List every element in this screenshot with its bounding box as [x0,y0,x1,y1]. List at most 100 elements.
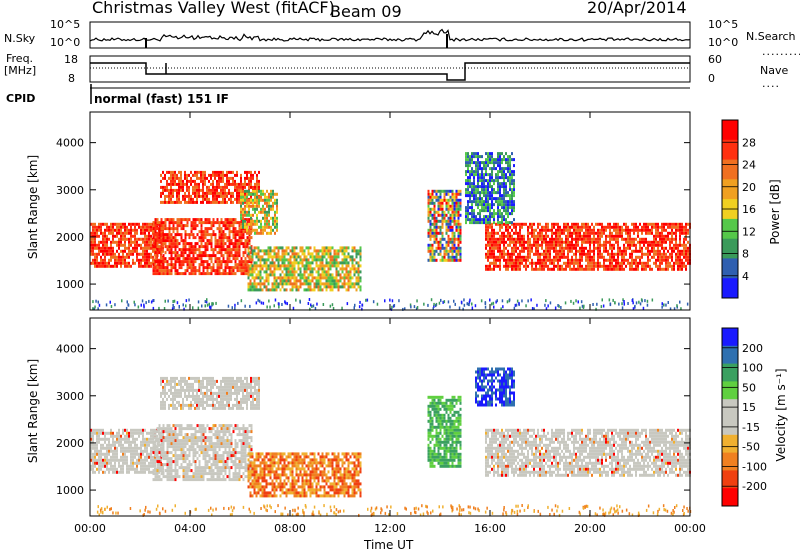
data-cell [599,243,601,247]
data-cell [465,152,467,156]
data-cell [313,258,316,262]
data-cell [94,228,96,232]
data-cell [465,206,467,210]
data-cell [333,255,336,259]
data-cell [90,261,92,265]
data-cell [281,279,284,283]
data-cell [665,267,667,271]
data-cell [204,191,206,195]
data-cell [154,257,157,261]
data-cell [158,230,161,234]
data-cell [190,176,192,180]
data-cell [116,458,118,462]
data-cell [467,191,469,195]
data-cell [485,264,487,268]
data-cell [285,264,288,268]
data-cell [202,179,204,183]
data-cell [583,222,585,226]
data-cell [589,237,591,241]
data-cell [112,228,114,232]
data-cell [158,227,161,231]
data-cell [677,222,679,226]
data-cell [258,182,260,186]
data-cell [198,221,201,225]
data-cell [96,258,98,262]
data-cell [130,225,132,229]
data-cell [277,252,280,256]
data-cell [617,234,619,238]
noise-cell [192,306,194,310]
data-cell [287,279,290,283]
data-cell [128,431,130,435]
data-cell [216,173,218,177]
data-cell [251,270,254,274]
data-cell [485,246,487,250]
data-cell [262,189,264,193]
data-cell [148,225,150,229]
data-cell [315,249,318,253]
data-cell [266,201,268,205]
data-cell [473,209,475,213]
data-cell [503,264,505,268]
data-cell [293,261,296,265]
data-cell [248,218,251,222]
data-cell [351,267,354,271]
data-cell [158,239,161,243]
data-cell [272,204,274,208]
data-cell [252,219,254,223]
data-cell [437,225,440,229]
data-cell [471,182,473,186]
data-cell [571,267,573,271]
data-cell [315,285,318,289]
noise-cell [644,299,646,303]
data-cell [601,255,603,259]
data-cell [601,225,603,229]
data-cell [254,170,256,174]
data-cell [174,170,176,174]
data-cell [449,195,452,199]
data-cell [182,224,185,228]
data-cell [495,158,497,162]
data-cell [543,267,545,271]
data-cell [501,161,503,165]
noise-cell [622,298,624,302]
data-cell [230,272,233,276]
data-cell [441,243,444,247]
data-cell [509,179,511,183]
data-cell [441,210,444,214]
data-cell [262,228,264,232]
data-cell [224,266,227,270]
data-cell [156,272,159,276]
data-cell [132,249,134,253]
data-cell [597,267,599,271]
data-cell [108,225,110,229]
data-cell [218,179,220,183]
data-cell [168,242,171,246]
data-cell [481,218,483,222]
data-cell [451,252,454,256]
data-cell [210,200,212,204]
data-cell [457,213,460,217]
data-cell [507,221,509,225]
data-cell [94,446,96,450]
data-cell [567,228,569,232]
data-cell [501,176,503,180]
data-cell [557,249,559,253]
data-cell [293,249,296,253]
data-cell [142,237,144,241]
data-cell [485,209,487,213]
data-cell [142,252,144,256]
noise-cell [627,302,629,305]
data-cell [489,182,491,186]
data-cell [230,260,233,264]
data-cell [266,216,268,220]
data-cell [110,228,112,232]
data-cell [441,225,444,229]
data-cell [613,237,615,241]
data-cell [186,254,189,258]
data-cell [469,200,471,204]
data-cell [679,252,681,256]
data-cell [427,219,430,223]
data-cell [453,246,456,250]
noise-cell [145,301,147,305]
